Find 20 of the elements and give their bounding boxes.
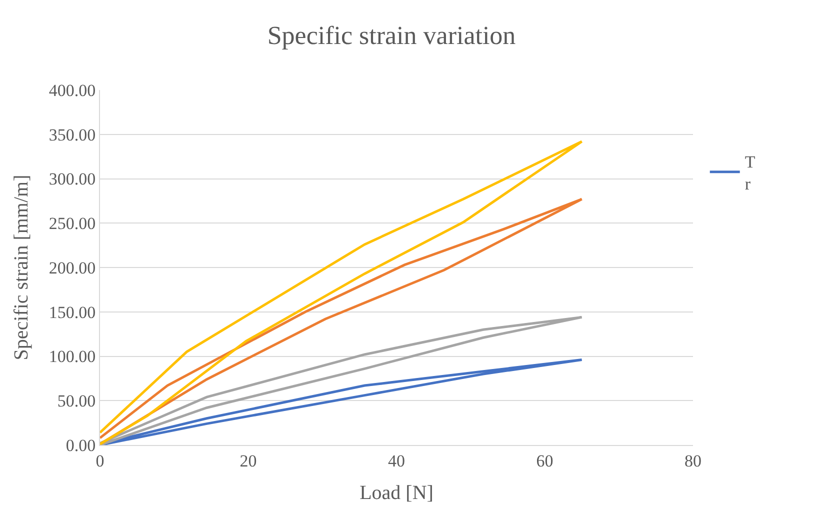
x-tick-label: 20 <box>240 451 257 470</box>
y-tick-label: 200.00 <box>48 258 96 278</box>
chart-title: Specific strain variation <box>267 20 516 50</box>
y-axis-title: Specific strain [mm/m] <box>10 174 32 360</box>
y-tick-label: 350.00 <box>48 125 96 144</box>
y-tick-label: 250.00 <box>48 214 96 234</box>
x-tick-label: 0 <box>96 451 104 470</box>
x-axis-title: Load [N] <box>360 482 434 504</box>
y-tick-label: 300.00 <box>48 170 96 189</box>
line-series <box>100 140 584 445</box>
y-tick-label: 0.00 <box>66 436 96 455</box>
x-tick-label: 80 <box>684 451 702 470</box>
line-series <box>100 316 584 445</box>
y-tick-label: 100.00 <box>48 347 96 366</box>
x-tick-label: 60 <box>536 451 554 470</box>
y-tick-label: 150.00 <box>48 302 96 322</box>
y-tick-label: 50.00 <box>57 392 96 411</box>
legend-label: T r <box>744 152 756 194</box>
x-tick-label: 40 <box>388 451 405 470</box>
y-tick-label: 400.00 <box>48 80 96 100</box>
